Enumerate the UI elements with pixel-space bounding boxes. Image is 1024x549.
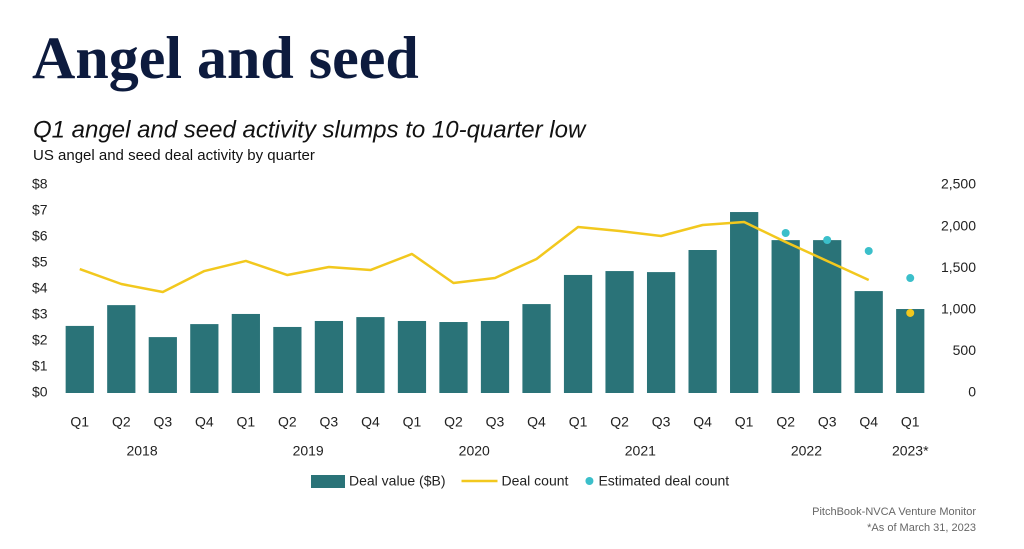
x-tick-label: Q2	[444, 414, 463, 430]
x-tick-label: Q3	[652, 414, 671, 430]
bar	[356, 317, 385, 393]
bar	[273, 326, 302, 393]
legend-swatch	[311, 475, 345, 488]
bar	[314, 320, 344, 393]
bar	[563, 274, 593, 393]
bar	[107, 305, 136, 393]
y2-tick-label: 1,500	[941, 259, 976, 275]
bar	[522, 304, 551, 393]
x-group-label: 2019	[293, 443, 324, 459]
point	[864, 246, 873, 255]
source: PitchBook-NVCA Venture Monitor	[812, 506, 976, 518]
x-tick-label: Q4	[361, 414, 380, 430]
x-group-label: 2023*	[892, 443, 929, 459]
bar	[854, 291, 883, 393]
bar	[730, 212, 759, 393]
y2-tick-label: 2,500	[941, 176, 976, 192]
y-tick-label: $3	[32, 306, 48, 322]
y-tick-label: $1	[32, 358, 48, 374]
y-tick-label: $2	[32, 332, 48, 348]
bar	[231, 313, 260, 393]
bar	[65, 325, 94, 393]
x-tick-label: Q1	[569, 414, 588, 430]
y-tick-label: $0	[32, 384, 48, 400]
y2-tick-label: 2,000	[941, 217, 976, 233]
bar	[605, 271, 634, 393]
x-tick-label: Q3	[486, 414, 505, 430]
legend-label: Deal count	[502, 473, 569, 489]
x-tick-label: Q4	[859, 414, 878, 430]
x-tick-label: Q3	[320, 414, 339, 430]
x-tick-label: Q3	[818, 414, 837, 430]
x-tick-label: Q1	[237, 414, 256, 430]
y-tick-label: $6	[32, 228, 48, 244]
y2-tick-label: 0	[968, 384, 976, 400]
legend-swatch	[585, 477, 594, 485]
x-tick-label: Q2	[610, 414, 629, 430]
x-group-label: 2022	[791, 443, 822, 459]
chart-subtitle: Q1 angel and seed activity slumps to 10-…	[33, 116, 587, 143]
x-tick-label: Q1	[403, 414, 422, 430]
point	[906, 308, 915, 317]
bar	[896, 309, 925, 393]
bar	[688, 250, 717, 393]
x-tick-label: Q2	[278, 414, 297, 430]
bar	[480, 320, 510, 393]
x-group-label: 2020	[459, 443, 490, 459]
x-tick-label: Q2	[776, 414, 795, 430]
x-tick-label: Q1	[70, 414, 89, 430]
bar	[397, 320, 427, 393]
legend-label: Deal value ($B)	[349, 473, 446, 489]
x-group-label: 2018	[126, 443, 157, 459]
y2-tick-label: 500	[953, 342, 977, 358]
bar	[190, 324, 219, 393]
y-tick-label: $7	[32, 202, 48, 218]
y-tick-label: $8	[32, 176, 48, 192]
point	[906, 274, 915, 283]
point	[823, 235, 832, 244]
x-tick-label: Q4	[195, 414, 214, 430]
x-tick-label: Q4	[693, 414, 712, 430]
bar	[813, 240, 842, 393]
chart-title: Angel and seed	[32, 25, 419, 91]
bar	[439, 322, 468, 393]
y-tick-label: $5	[32, 254, 48, 270]
x-group-label: 2021	[625, 443, 656, 459]
x-tick-label: Q1	[735, 414, 754, 430]
note: *As of March 31, 2023	[867, 522, 976, 534]
line	[79, 220, 870, 294]
bar	[771, 240, 800, 393]
legend-label: Estimated deal count	[598, 473, 729, 489]
x-tick-label: Q3	[153, 414, 172, 430]
bar	[148, 337, 177, 393]
x-tick-label: Q4	[527, 414, 546, 430]
chart-description: US angel and seed deal activity by quart…	[33, 147, 315, 164]
bar	[646, 272, 676, 393]
point	[781, 229, 790, 238]
y-tick-label: $4	[32, 280, 48, 296]
y2-tick-label: 1,000	[941, 301, 976, 317]
x-tick-label: Q1	[901, 414, 920, 430]
x-tick-label: Q2	[112, 414, 131, 430]
